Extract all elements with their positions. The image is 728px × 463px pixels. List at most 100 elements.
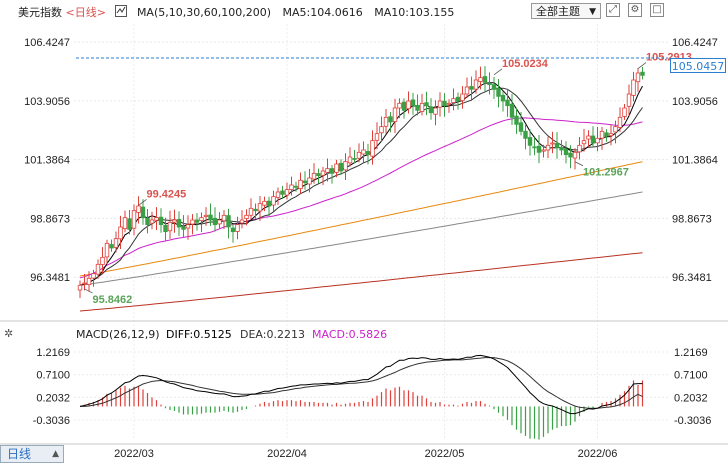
ma5-value: MA5:104.0616: [282, 6, 363, 19]
candle-body: [95, 263, 101, 275]
theme-dropdown-label: 全部主题: [536, 5, 580, 18]
candle-body: [82, 282, 87, 285]
macd-tick-label-right: 0.2032: [674, 392, 708, 404]
theme-dropdown[interactable]: 全部主题 ▼: [531, 3, 601, 19]
annotation-label: 99.4245: [147, 188, 187, 200]
candle-body: [127, 218, 132, 230]
chart-header: 美元指数 <日线> MA(5,10,30,60,100,200) MA5:104…: [0, 0, 728, 22]
candle-body: [640, 71, 645, 76]
ma5-line: [79, 82, 643, 286]
candle-body: [185, 224, 191, 229]
macd-histogram: [83, 380, 644, 440]
macd-tick-label-left: 1.2169: [36, 347, 70, 359]
candle-body: [617, 116, 623, 128]
expand-icon[interactable]: ⤢: [606, 3, 620, 17]
candle-body: [131, 210, 137, 229]
candle-body: [401, 101, 407, 111]
candle-body: [406, 100, 411, 110]
candle-body: [343, 161, 348, 171]
annotation-leader: [138, 199, 147, 206]
annotation-leader: [84, 288, 93, 294]
macd-tick-label-right: -0.3036: [674, 415, 711, 427]
candle-body: [505, 99, 510, 107]
candle-body: [509, 103, 515, 118]
y-tick-label-right: 103.9056: [672, 96, 718, 108]
candle-body: [451, 98, 456, 103]
candle-body: [577, 144, 582, 153]
candle-body: [523, 130, 528, 139]
annotation-leader: [493, 68, 503, 76]
candle-body: [410, 99, 416, 107]
candle-body: [419, 102, 425, 112]
period-label[interactable]: <日线>: [65, 6, 106, 19]
candle-body: [527, 137, 533, 146]
candle-body: [496, 88, 501, 97]
candle-body: [563, 148, 569, 156]
candle-body: [554, 143, 560, 149]
candle-body: [122, 217, 128, 230]
candle-body: [491, 84, 497, 90]
macd-tick-label-right: 1.2169: [674, 347, 708, 359]
y-tick-label-left: 98.8673: [30, 213, 70, 225]
candle-body: [487, 83, 492, 86]
macd-header: ✲ MACD(26,12,9) DIFF:0.5125 DEA:0.2213 M…: [0, 327, 728, 343]
candle-body: [581, 140, 587, 145]
macd-tick-label-left: -0.3036: [33, 415, 70, 427]
candle-body: [91, 273, 96, 279]
settings-icon[interactable]: ⚙: [628, 3, 642, 17]
chevron-down-icon: ▼: [589, 7, 596, 17]
candle-body: [622, 107, 627, 117]
y-tick-label-right: 98.8673: [672, 213, 712, 225]
x-tick-label: 2022/03: [114, 448, 154, 460]
dea-line: [80, 357, 643, 409]
candle-body: [482, 76, 488, 83]
candle-body: [545, 144, 551, 151]
candle-body: [338, 162, 344, 172]
candle-body: [181, 226, 186, 230]
ma10-value: MA10:103.155: [374, 6, 455, 19]
y-tick-label-left: 106.4247: [24, 37, 70, 49]
annotation-leader: [574, 161, 584, 167]
candle-body: [473, 79, 479, 90]
candle-body: [464, 86, 470, 95]
ma30-line: [79, 117, 643, 279]
ma-params[interactable]: MA(5,10,30,60,100,200): [136, 6, 271, 19]
candle-body: [595, 137, 600, 144]
macd-tick-label-right: 0.7100: [674, 370, 708, 382]
candle-body: [248, 207, 254, 216]
candle-body: [518, 122, 524, 132]
candle-body: [136, 205, 141, 213]
candle-body: [514, 115, 519, 125]
macd-grid: [74, 351, 668, 421]
x-tick-label: 2022/04: [267, 448, 307, 460]
candle-body: [100, 256, 105, 265]
candle-body: [586, 135, 591, 140]
candle-body: [361, 149, 366, 155]
candle-body: [469, 86, 474, 90]
candle-body: [199, 217, 204, 221]
last-price-tag: 105.0457: [670, 58, 726, 73]
y-tick-label-right: 96.3481: [672, 272, 712, 284]
candle-body: [109, 244, 114, 249]
candle-body: [329, 168, 335, 174]
macd-params[interactable]: MACD(26,12,9): [76, 328, 160, 341]
candle-body: [572, 151, 578, 159]
macd-tick-label-left: 0.7100: [36, 370, 70, 382]
candle-body: [478, 77, 483, 82]
candle-body: [86, 277, 92, 285]
ma-checkbox-icon[interactable]: [115, 5, 128, 17]
candle-body: [203, 214, 209, 217]
x-axis: 2022/03 2022/04 2022/05 2022/06: [114, 448, 617, 460]
macd-y-axis: 1.2169 1.2169 0.7100 0.7100 0.2032 0.2032 -0.3…: [33, 347, 712, 427]
fullscreen-icon[interactable]: □: [650, 3, 664, 17]
candle-body: [460, 93, 465, 101]
macd-settings-icon[interactable]: ✲: [4, 327, 14, 340]
candle-body: [212, 217, 218, 226]
ma200-line: [79, 252, 643, 312]
candle-body: [383, 116, 389, 127]
candle-body: [559, 147, 564, 151]
candle-body: [104, 242, 110, 258]
period-tab[interactable]: 日线 ▲: [0, 445, 64, 463]
